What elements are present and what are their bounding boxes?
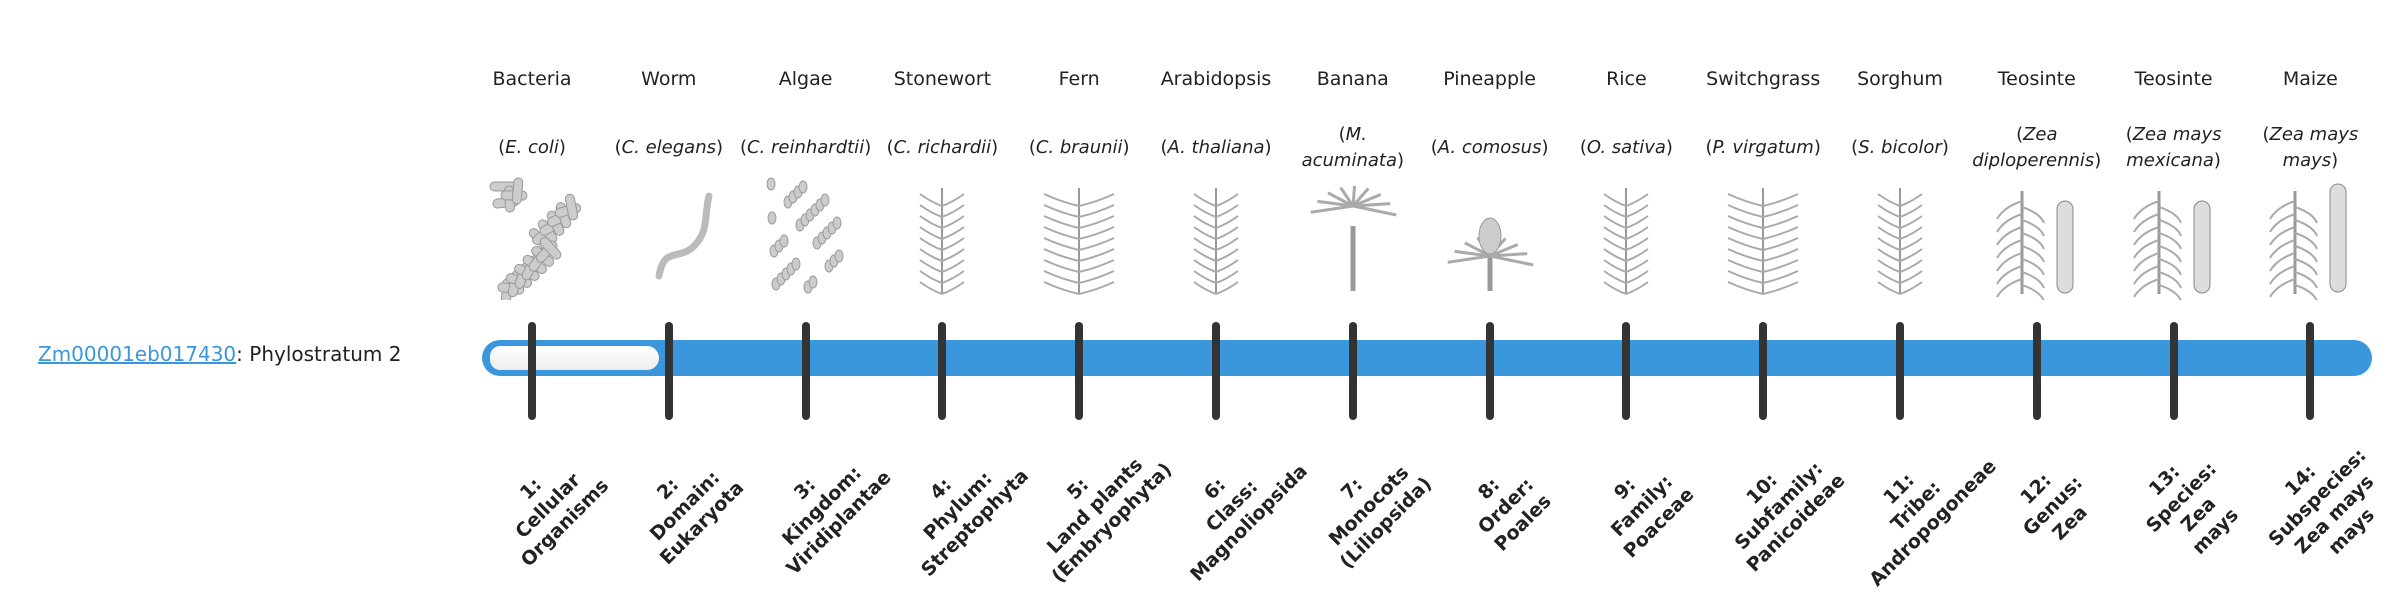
species-italic: C. elegans — [615, 135, 723, 161]
stratum-tick — [1485, 322, 1494, 420]
stratum-tick — [1759, 322, 1768, 420]
stratum-tick — [1348, 322, 1357, 420]
stratum-tick — [2306, 322, 2315, 420]
arabidopsis-image — [1148, 176, 1284, 300]
stratum-tick — [1075, 322, 1084, 420]
stratum-label: 3: Kingdom: Viridiplantae — [729, 413, 914, 598]
species-italic: C. richardii — [887, 135, 999, 161]
stratum-label: 12: Genus: Zea — [1960, 413, 2145, 598]
organism-name-maize: Maize — [2282, 68, 2338, 90]
rice-image — [1558, 176, 1694, 300]
stonewort-image — [874, 176, 1010, 300]
organism-name-switchgrass: Switchgrass — [1706, 68, 1821, 90]
stratum-label: 1: Cellular Organisms — [455, 413, 640, 598]
stratum-label-line: Cellular — [511, 469, 585, 543]
species-name: O. sativa — [1558, 120, 1694, 176]
organism-name-fern: Fern — [1058, 68, 1100, 90]
organism-name-teosinte: Teosinte — [1997, 68, 2076, 90]
stratum-tick — [1622, 322, 1631, 420]
stratum-label: 4: Phylum: Streptophyta — [866, 413, 1051, 598]
organism-name-algae: Algae — [778, 68, 833, 90]
species-name: C. elegans — [601, 120, 737, 176]
pineapple-image — [1422, 176, 1558, 300]
species-italic: A. thaliana — [1160, 135, 1271, 161]
stratum-tick — [528, 322, 536, 420]
stratum-label-line: Order: — [1473, 473, 1538, 539]
stratum-tick — [2169, 322, 2178, 420]
maize-image — [2242, 176, 2378, 302]
gene-id-link[interactable]: Zm00001eb017430 — [38, 342, 237, 366]
gene-separator: : — [236, 342, 243, 366]
species-name: P. virgatum — [1695, 120, 1831, 176]
species-italic: Zea diploperennis — [1969, 122, 2105, 174]
stratum-label: 8: Order: Poales — [1413, 413, 1598, 598]
organism-name-worm: Worm — [641, 68, 697, 90]
species-italic: A. comosus — [1431, 135, 1549, 161]
organism-name-sorghum: Sorghum — [1857, 68, 1943, 90]
switchgrass-image — [1695, 176, 1831, 300]
species-name: M. acuminata — [1285, 120, 1421, 176]
stratum-label: 9: Family: Poaceae — [1550, 413, 1735, 598]
teosinte-image — [1969, 176, 2105, 302]
stratum-tick — [938, 322, 947, 420]
banana-image — [1285, 176, 1421, 300]
phylostratum-text: Phylostratum 2 — [242, 342, 402, 366]
stratum-label: 10: Subfamily: Panicoideae — [1687, 413, 1872, 598]
stratum-tick — [1212, 322, 1220, 420]
species-name: S. bicolor — [1832, 120, 1968, 176]
teosinte-mexicana-image — [2106, 176, 2242, 302]
species-name: C. braunii — [1011, 120, 1147, 176]
stratum-label: 6: Class: Magnoliopsida — [1139, 413, 1324, 598]
organism-name-bacteria: Bacteria — [492, 68, 572, 90]
species-name: Zea mays mays — [2242, 120, 2378, 176]
stratum-label-line: Tribe: — [1886, 476, 1946, 536]
stratum-tick — [2032, 322, 2041, 420]
species-italic: C. braunii — [1029, 135, 1130, 161]
algae-image — [738, 176, 874, 300]
organism-name-teosinte: Teosinte — [2134, 68, 2213, 90]
organism-name-pineapple: Pineapple — [1443, 68, 1536, 90]
stratum-tick — [801, 322, 810, 420]
species-name: Zea mays mexicana — [2106, 120, 2242, 176]
organism-name-arabidopsis: Arabidopsis — [1160, 68, 1272, 90]
species-italic: Zea mays mays — [2242, 122, 2378, 174]
species-italic: E. coli — [498, 135, 566, 161]
stratum-label: 2: Domain: Eukaryota — [592, 413, 777, 598]
stratum-label-line: Domain: — [645, 466, 725, 546]
species-italic: O. sativa — [1580, 135, 1673, 161]
stratum-label-line: Genus: — [2018, 471, 2087, 541]
stratum-tick — [1896, 322, 1904, 420]
species-italic: C. reinhardtii — [740, 135, 871, 161]
organism-name-stonewort: Stonewort — [893, 68, 992, 90]
stratum-label-line: Class: — [1201, 475, 1263, 537]
species-name: Zea diploperennis — [1969, 120, 2105, 176]
species-italic: P. virgatum — [1705, 135, 1820, 161]
species-name: C. richardii — [874, 120, 1010, 176]
species-italic: M. acuminata — [1285, 122, 1421, 174]
worm-image — [601, 176, 737, 300]
phylostratum-bar — [482, 340, 2372, 376]
fern-image — [1011, 176, 1147, 300]
stratum-tick — [664, 322, 673, 420]
species-italic: S. bicolor — [1851, 135, 1949, 161]
sorghum-image — [1832, 176, 1968, 300]
phylostratum-fill — [490, 346, 659, 370]
stratum-label: 7: Monocots (Liliopsida) — [1276, 413, 1461, 598]
bacteria-image — [464, 176, 600, 306]
organism-name-rice: Rice — [1606, 68, 1647, 90]
species-name: A. thaliana — [1148, 120, 1284, 176]
species-italic: Zea mays mexicana — [2106, 122, 2242, 174]
species-name: C. reinhardtii — [738, 120, 874, 176]
species-name: E. coli — [464, 120, 600, 176]
gene-phylostratum-label: Zm00001eb017430: Phylostratum 2 — [38, 342, 401, 366]
organism-name-banana: Banana — [1316, 68, 1389, 90]
species-name: A. comosus — [1422, 120, 1558, 176]
stratum-label-line: Kingdom: — [777, 462, 866, 550]
stratum-label-line: Monocots — [1324, 461, 1414, 551]
stratum-label: 11: Tribe: Andropogoneae — [1823, 413, 2008, 598]
stratum-label: 5: Land plants (Embryophyta) — [1003, 413, 1188, 598]
